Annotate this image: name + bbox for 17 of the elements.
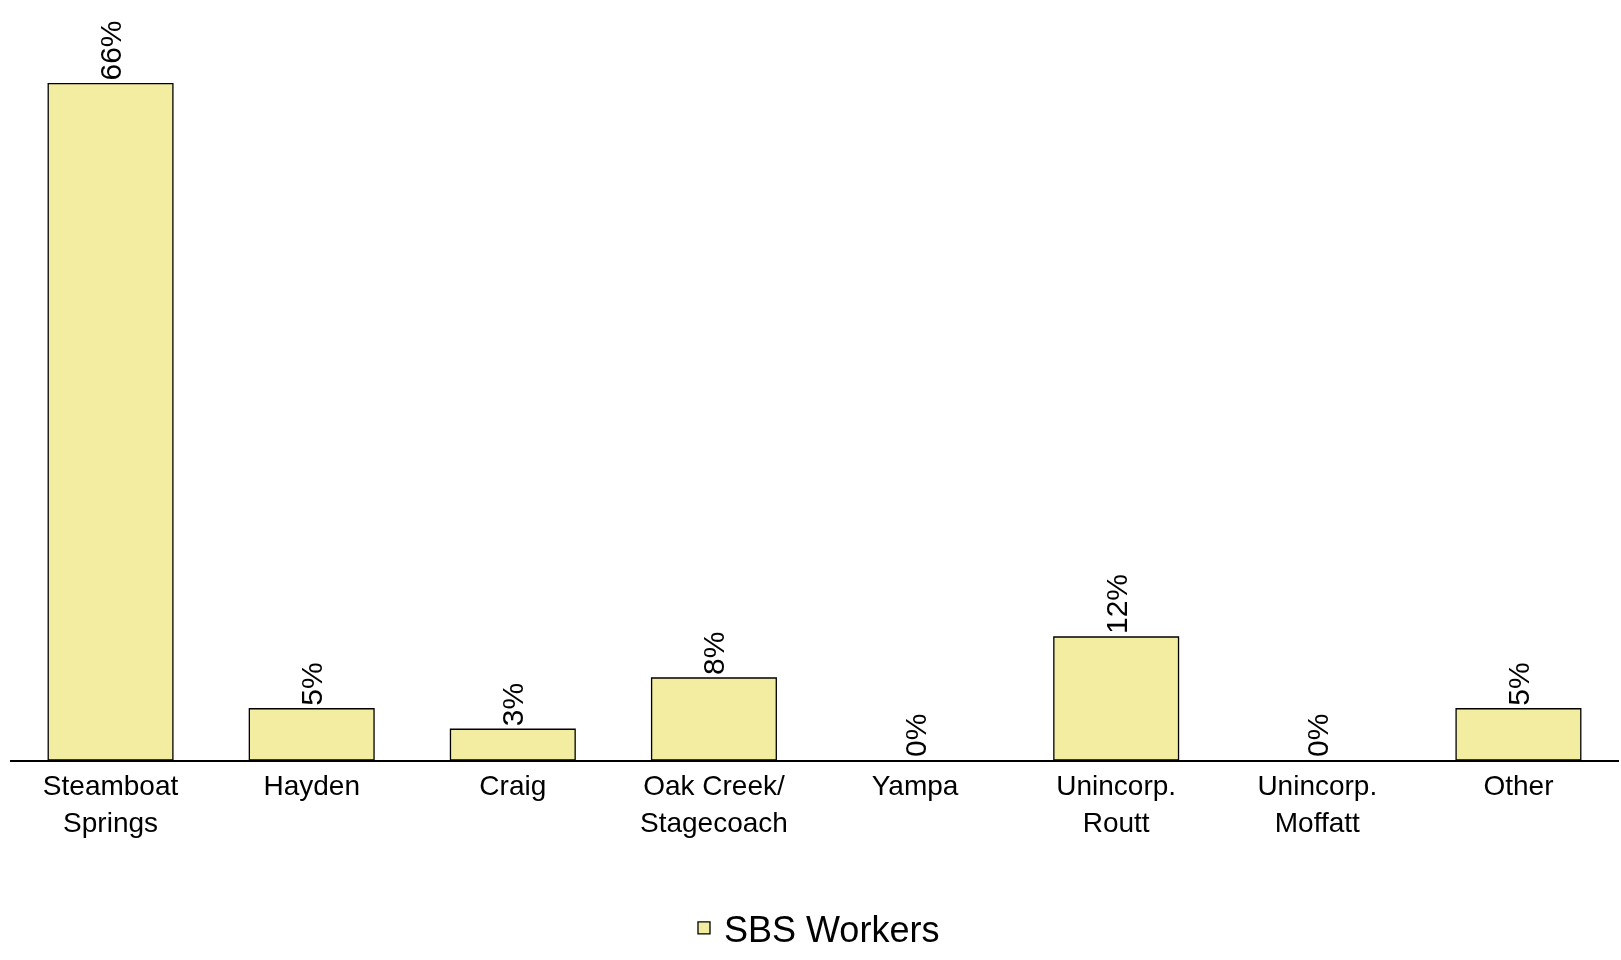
data-label: 0% [898, 713, 932, 757]
x-tick-label: Yampa [871, 770, 959, 802]
data-label: 5% [295, 662, 329, 706]
data-label: 12% [1099, 573, 1133, 635]
legend-label: SBS Workers [724, 908, 940, 950]
x-tick-label: Craig [479, 770, 547, 802]
x-tick-label: Oak Creek/ Stagecoach [639, 770, 788, 838]
x-tick-label: Unincorp. Moffatt [1257, 770, 1378, 838]
x-tick-label: Other [1483, 770, 1554, 802]
data-label: 8% [697, 631, 731, 675]
data-label: 5% [1501, 662, 1535, 706]
data-label: 3% [496, 682, 530, 727]
x-tick-label: Steamboat Springs [42, 770, 179, 838]
data-label: 66% [94, 20, 128, 81]
data-label: 0% [1300, 713, 1334, 757]
x-tick-label: Unincorp. Routt [1056, 770, 1177, 838]
x-tick-label: Hayden [263, 770, 360, 802]
